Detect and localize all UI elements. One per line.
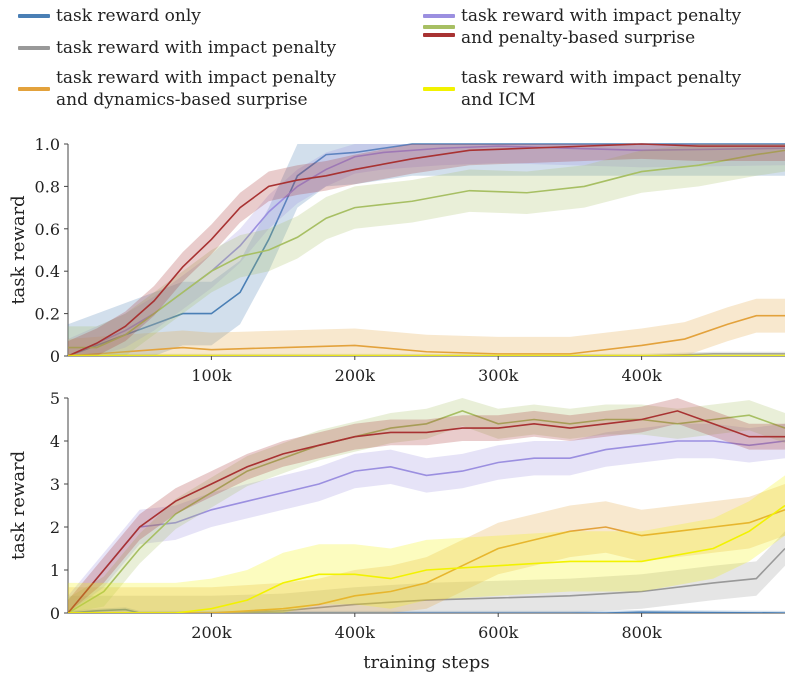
x-tick-label: 600k <box>478 623 519 642</box>
x-axis-label: training steps <box>363 652 489 673</box>
plot-area <box>68 398 785 613</box>
series-band <box>68 531 785 613</box>
y-tick-label: 1.0 <box>35 135 60 154</box>
series-line <box>68 410 785 613</box>
series-line <box>68 145 785 356</box>
legend-swatch-purple <box>423 14 455 18</box>
y-axis-label: task reward <box>8 451 29 560</box>
legend-item-task-reward-only: task reward only <box>10 5 201 27</box>
y-tick-label: 4 <box>50 432 60 451</box>
x-tick-label: 400k <box>335 623 376 642</box>
series-band <box>68 144 785 356</box>
series-line <box>68 509 785 613</box>
x-tick-label: 800k <box>621 623 662 642</box>
series-line <box>68 440 785 613</box>
legend-swatch-blue <box>18 14 50 18</box>
y-tick-label: 1 <box>50 561 60 580</box>
series-band <box>68 298 785 356</box>
series-band <box>68 475 785 613</box>
y-tick-label: 0.8 <box>35 177 60 196</box>
legend-item-impact-penalty: task reward with impact penalty <box>10 37 336 59</box>
y-tick-label: 0.2 <box>35 305 60 324</box>
plot-area <box>68 143 785 356</box>
series-band <box>68 144 785 356</box>
x-tick-label: 200k <box>191 623 232 642</box>
y-tick-label: 0.4 <box>35 262 60 281</box>
chart-top: 0 0.2 0.4 0.6 0.8 1.0 100k 200k 300k 400k task rew… <box>8 135 785 385</box>
series-band <box>68 144 785 356</box>
x-tick-label: 100k <box>191 366 232 385</box>
series-line <box>68 504 785 613</box>
series-band <box>68 351 785 356</box>
legend-label: task reward only <box>56 6 201 26</box>
legend-label: task reward with impact penalty and dyna… <box>56 68 337 110</box>
series-band <box>68 144 785 356</box>
legend-item-penalty-surprise: task reward with impact penalty and pena… <box>415 5 741 49</box>
x-tick-label: 400k <box>621 366 662 385</box>
y-axis-label: task reward <box>8 195 29 304</box>
series-band <box>68 484 785 613</box>
legend-label: task reward with impact penalty and ICM <box>461 68 742 110</box>
series-line <box>68 608 785 613</box>
series-line <box>68 547 785 613</box>
legend-swatch-red <box>423 33 455 37</box>
y-tick-label: 0 <box>50 347 60 366</box>
x-tick-label: 200k <box>335 366 376 385</box>
legend-item-dynamics-surprise: task reward with impact penalty and dyna… <box>10 67 336 111</box>
series-band <box>68 423 785 613</box>
y-tick-label: 0 <box>50 604 60 623</box>
legend-label: task reward with impact penalty and pena… <box>461 6 742 48</box>
series-line <box>68 353 785 356</box>
series-line <box>68 410 785 613</box>
x-tick-label: 300k <box>478 366 519 385</box>
series-band <box>68 398 785 613</box>
legend-item-icm: task reward with impact penalty and ICM <box>415 67 741 111</box>
legend-swatch-yellow <box>423 87 455 91</box>
legend-label: task reward with impact penalty <box>56 38 337 58</box>
y-tick-label: 0.6 <box>35 220 60 239</box>
series-line <box>68 143 785 356</box>
legend: task reward only task reward with impact… <box>0 0 789 130</box>
series-line <box>68 143 785 356</box>
series-line <box>68 149 785 349</box>
y-tick-label: 5 <box>50 389 60 408</box>
y-tick-label: 2 <box>50 518 60 537</box>
legend-swatch-green <box>423 25 455 29</box>
chart-bottom: 0 1 2 3 4 5 200k 400k 600k 800k task reward trainin… <box>8 389 785 673</box>
series-line <box>68 314 785 356</box>
legend-swatch-orange <box>18 87 50 91</box>
y-tick-label: 3 <box>50 475 60 494</box>
legend-swatch-gray <box>18 46 50 50</box>
